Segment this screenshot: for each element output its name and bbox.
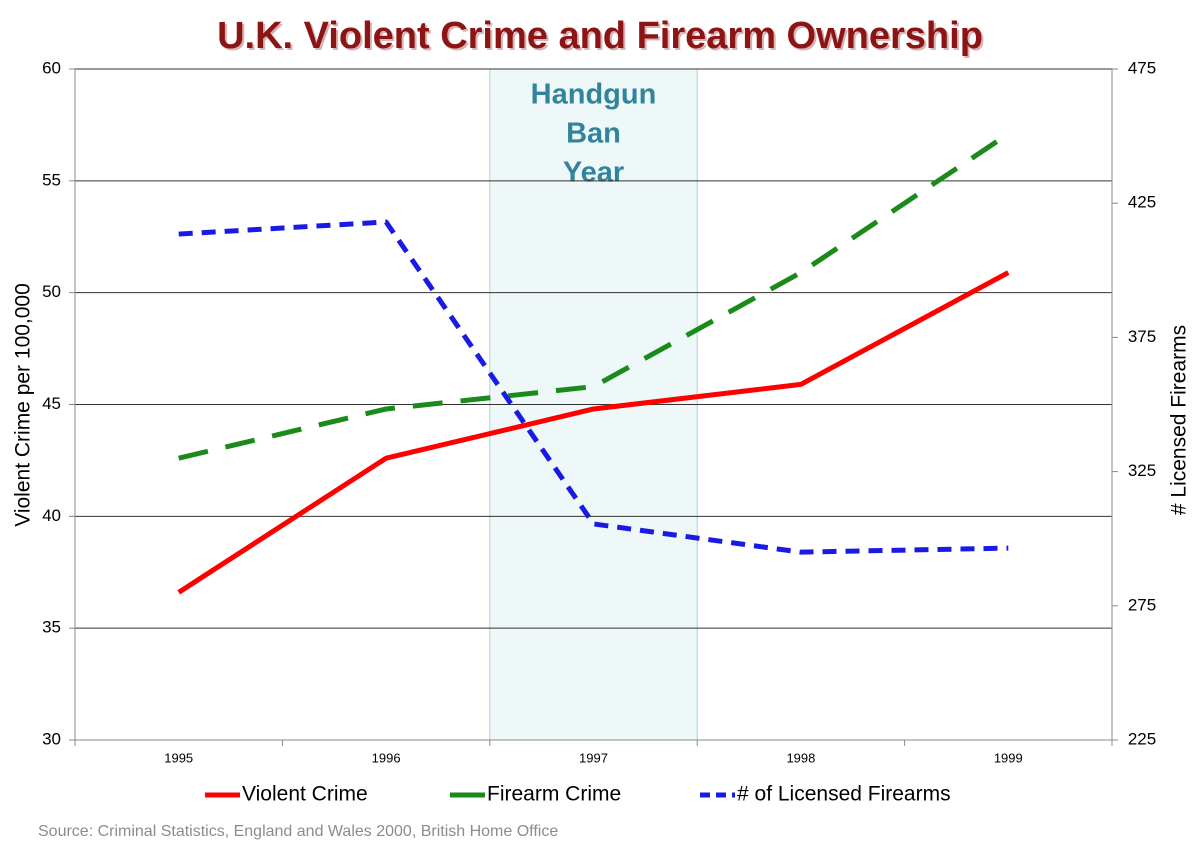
y-tick-label: 60 xyxy=(42,58,61,77)
y-tick-label: 30 xyxy=(42,729,61,748)
y-tick-label: 35 xyxy=(42,618,61,637)
y2-tick-label: 325 xyxy=(1128,461,1156,480)
y2-tick-label: 275 xyxy=(1128,595,1156,614)
y2-tick-label: 375 xyxy=(1128,327,1156,346)
y-tick-label: 40 xyxy=(42,506,61,525)
y-tick-label: 55 xyxy=(42,170,61,189)
series-line xyxy=(177,270,1010,595)
y-axis-title: Violent Crime per 100,000 xyxy=(12,283,35,527)
annotation: Handgun xyxy=(531,79,657,111)
annotation: Ban xyxy=(566,118,621,150)
y2-axis-title: # Licensed Firearms xyxy=(1168,325,1191,515)
legend-label: Violent Crime xyxy=(242,783,368,806)
y2-tick-label: 475 xyxy=(1128,58,1156,77)
x-tick-label: 1998 xyxy=(786,750,815,765)
y2-tick-label: 225 xyxy=(1128,729,1156,748)
y2-tick-label: 425 xyxy=(1128,193,1156,212)
chart-title-shadow: U.K. Violent Crime and Firearm Ownership xyxy=(219,17,985,59)
chart-title: U.K. Violent Crime and Firearm Ownership xyxy=(217,15,983,57)
x-tick-label: 1995 xyxy=(164,750,193,765)
series-line xyxy=(178,219,1009,555)
legend-label: # of Licensed Firearms xyxy=(737,783,951,806)
annotation: Year xyxy=(563,157,624,189)
legend-label: Firearm Crime xyxy=(487,783,621,806)
x-tick-label: 1996 xyxy=(372,750,401,765)
x-tick-label: 1997 xyxy=(579,750,608,765)
y-tick-label: 45 xyxy=(42,394,61,413)
x-tick-label: 1999 xyxy=(994,750,1023,765)
source-note: Source: Criminal Statistics, England and… xyxy=(38,823,558,840)
y-tick-label: 50 xyxy=(42,282,61,301)
series-line xyxy=(178,131,1010,461)
